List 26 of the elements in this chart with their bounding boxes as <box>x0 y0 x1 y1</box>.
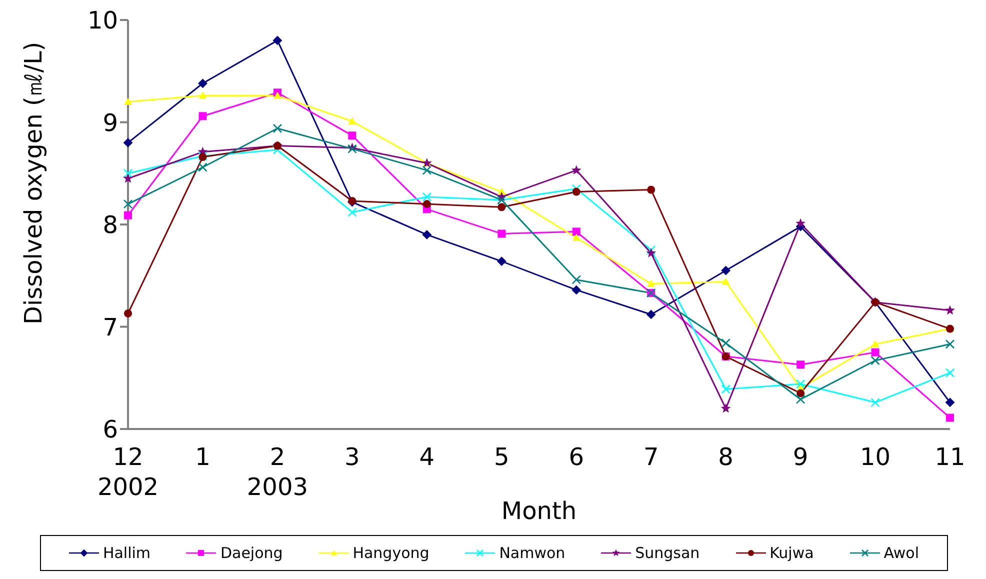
x-tick-label: 3 <box>344 443 360 471</box>
x-tick-label: 8 <box>718 443 734 471</box>
y-tick-label: 8 <box>102 211 118 240</box>
x-tick-label: 9 <box>792 443 808 471</box>
y-tick-label: 6 <box>102 416 118 444</box>
x-tick-label: 6 <box>568 443 584 471</box>
y-tick-label: 9 <box>102 108 118 137</box>
legend-label: Awol <box>884 544 919 562</box>
legend-label: Kujwa <box>770 544 814 562</box>
x-axis-title: Month <box>501 497 577 525</box>
x-tick-label: 7 <box>643 443 659 471</box>
legend-label: Sungsan <box>635 544 700 562</box>
legend-label: Daejong <box>220 544 283 562</box>
x-tick-label: 4 <box>419 443 435 471</box>
x-tick-label: 10 <box>860 443 891 471</box>
x-tick-label: 11 <box>934 443 966 471</box>
x-tick-label: 12 2002 <box>97 443 159 501</box>
legend-label: Namwon <box>499 544 566 562</box>
x-tick-label: 5 <box>494 443 510 471</box>
legend-label: Hallim <box>102 544 151 562</box>
x-tick-label: 2 2003 <box>246 443 308 501</box>
x-tick-label: 1 <box>195 443 210 471</box>
y-tick-label: 7 <box>102 313 118 342</box>
y-axis-title: Dissolved oxygen (㎖/L) <box>20 42 48 324</box>
legend-label: Hangyong <box>352 544 430 562</box>
y-tick-label: 10 <box>87 6 118 35</box>
